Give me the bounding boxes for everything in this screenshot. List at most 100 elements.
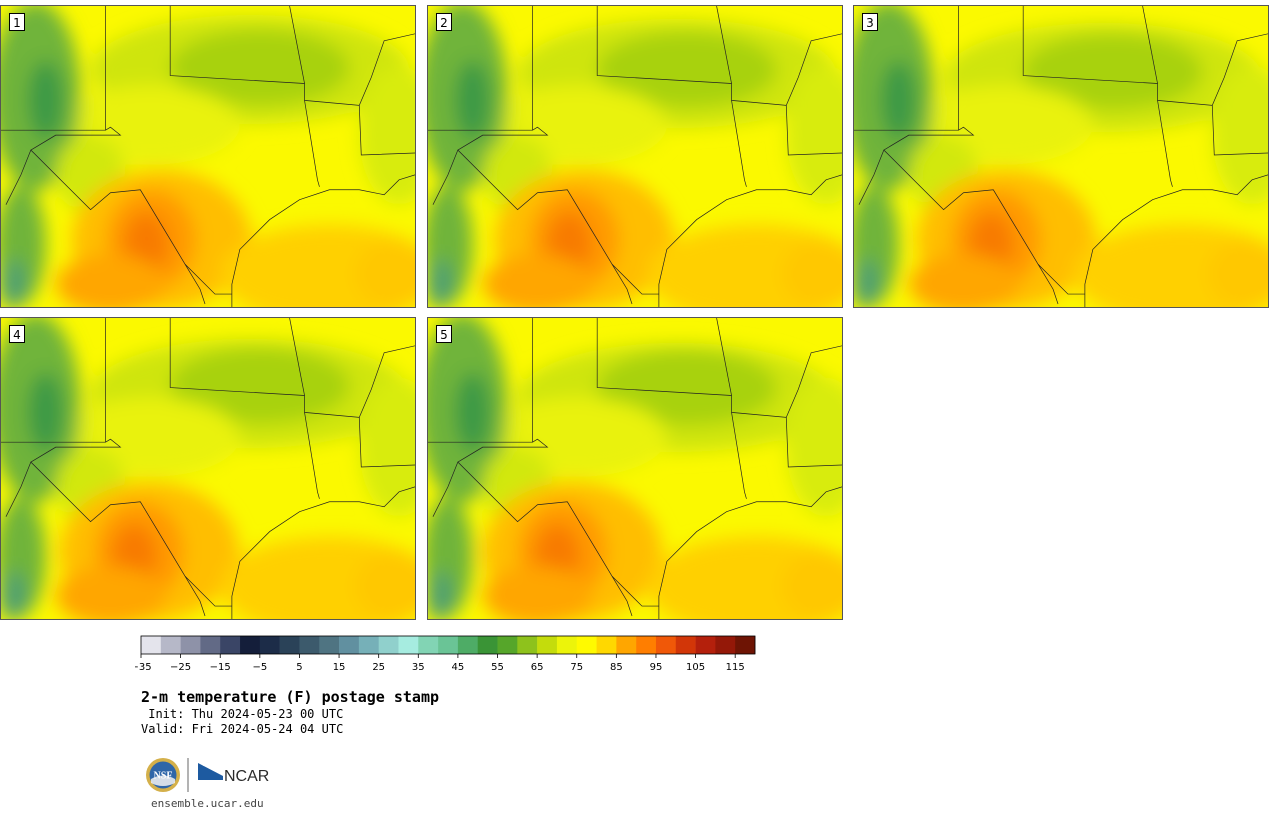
boundaries <box>1 6 415 307</box>
tx-la-border <box>731 100 747 187</box>
colorbar-bin <box>240 636 261 654</box>
colorbar-bin <box>457 636 479 654</box>
colorbar-tick-label: 35 <box>412 662 425 673</box>
temperature-map-1 <box>1 6 415 307</box>
colorbar-bin <box>299 636 320 654</box>
nsf-logo-text: NSF <box>154 771 173 782</box>
colorbar-tick-label: 75 <box>570 662 583 673</box>
panel-label-2: 2 <box>436 13 452 31</box>
colorbar-bin <box>220 636 241 654</box>
colorbar-bin <box>695 636 716 654</box>
panel-label-5: 5 <box>436 325 452 343</box>
nm-az-border <box>428 6 533 131</box>
colorbar-bin <box>141 636 162 654</box>
stamp-panel-3: 3 <box>853 5 1269 308</box>
colorbar-tick-label: 115 <box>726 662 745 673</box>
colorbar-tick-label: 5 <box>296 662 302 673</box>
la-ar-border <box>358 417 415 468</box>
la-ar-border <box>1211 105 1268 156</box>
kansas-border <box>289 318 305 396</box>
stamp-panel-5: 5 <box>427 317 843 620</box>
colorbar-bin <box>576 636 597 654</box>
coast-south <box>1037 264 1085 295</box>
colorbar-bin <box>517 636 538 654</box>
colorbar-bin <box>497 636 518 654</box>
nsf-logo: NSF <box>146 758 180 792</box>
kansas-border <box>289 6 305 84</box>
ncar-logo: NCAR <box>198 763 269 785</box>
stamp-panel-2: 2 <box>427 5 843 308</box>
temperature-map-5 <box>428 318 842 619</box>
kansas-border <box>1142 6 1158 84</box>
colorbar-bin <box>735 636 756 654</box>
colorbar-tick-label: 105 <box>686 662 705 673</box>
colorbar-bin <box>556 636 578 654</box>
tx-la-border <box>304 412 320 499</box>
colorbar-bin <box>279 636 300 654</box>
boundaries <box>428 318 842 619</box>
temperature-field <box>1 6 415 307</box>
colorbar-bin <box>616 636 637 654</box>
tx-la-border <box>731 412 747 499</box>
colorbar-bin <box>477 636 498 654</box>
colorbar-bin <box>358 636 379 654</box>
ncar-logo-text: NCAR <box>224 768 269 785</box>
colorbar-bin <box>438 636 459 654</box>
colorbar-bin <box>715 636 736 654</box>
colorbar-tick-label: 15 <box>333 662 346 673</box>
sponsor-logos: NSF NCAR <box>146 758 269 792</box>
tx-la-border <box>1157 100 1173 187</box>
colorbar-bin <box>259 636 280 654</box>
valid-time: Valid: Fri 2024-05-24 04 UTC <box>141 722 344 736</box>
boundaries <box>854 6 1268 307</box>
init-time: Init: Thu 2024-05-23 00 UTC <box>141 707 344 721</box>
kansas-border <box>716 6 732 84</box>
oklahoma-border <box>169 6 415 106</box>
boundaries <box>1 318 415 619</box>
colorbar-tick-label: 25 <box>372 662 385 673</box>
colorbar-bin <box>398 636 419 654</box>
colorbar-bin <box>537 636 558 654</box>
tx-la-border <box>304 100 320 187</box>
gulf-coastline <box>658 486 842 619</box>
temperature-map-4 <box>1 318 415 619</box>
mexico-border <box>432 149 459 205</box>
website-url: ensemble.ucar.edu <box>151 797 264 810</box>
oklahoma-border <box>1022 6 1268 106</box>
oklahoma-border <box>596 6 842 106</box>
temperature-map-2 <box>428 6 842 307</box>
colorbar-bin <box>636 636 657 654</box>
colorbar-tick-label: −25 <box>170 662 191 673</box>
colorbar-bin <box>596 636 617 654</box>
mexico-border <box>5 149 32 205</box>
colorbar-tick-label: 45 <box>452 662 465 673</box>
colorbar-bin <box>418 636 439 654</box>
nm-az-border <box>428 318 533 443</box>
coast-south <box>611 576 659 607</box>
gulf-coastline <box>231 174 415 307</box>
colorbar-tick-label: 55 <box>491 662 504 673</box>
temperature-map-3 <box>854 6 1268 307</box>
panel-label-1: 1 <box>9 13 25 31</box>
la-ar-border <box>358 105 415 156</box>
mexico-border <box>5 461 32 517</box>
la-ar-border <box>785 105 842 156</box>
nm-az-border <box>1 318 106 443</box>
coast-south <box>184 576 232 607</box>
oklahoma-border <box>169 318 415 418</box>
colorbar-tick-label: 85 <box>610 662 623 673</box>
coast-south <box>611 264 659 295</box>
colorbar-bin <box>675 636 696 654</box>
nm-az-border <box>854 6 959 131</box>
colorbar-bin <box>319 636 340 654</box>
colorbar-tick-label: 65 <box>531 662 544 673</box>
colorbar-bin <box>655 636 677 654</box>
la-ar-border <box>785 417 842 468</box>
colorbar-tick-label: −35 <box>135 662 152 673</box>
gulf-coastline <box>1084 174 1268 307</box>
title-block: 2-m temperature (F) postage stamp Init: … <box>141 688 439 737</box>
oklahoma-border <box>596 318 842 418</box>
colorbar-tick-label: −15 <box>210 662 231 673</box>
colorbar-bin <box>378 636 399 654</box>
mexico-border <box>858 149 885 205</box>
